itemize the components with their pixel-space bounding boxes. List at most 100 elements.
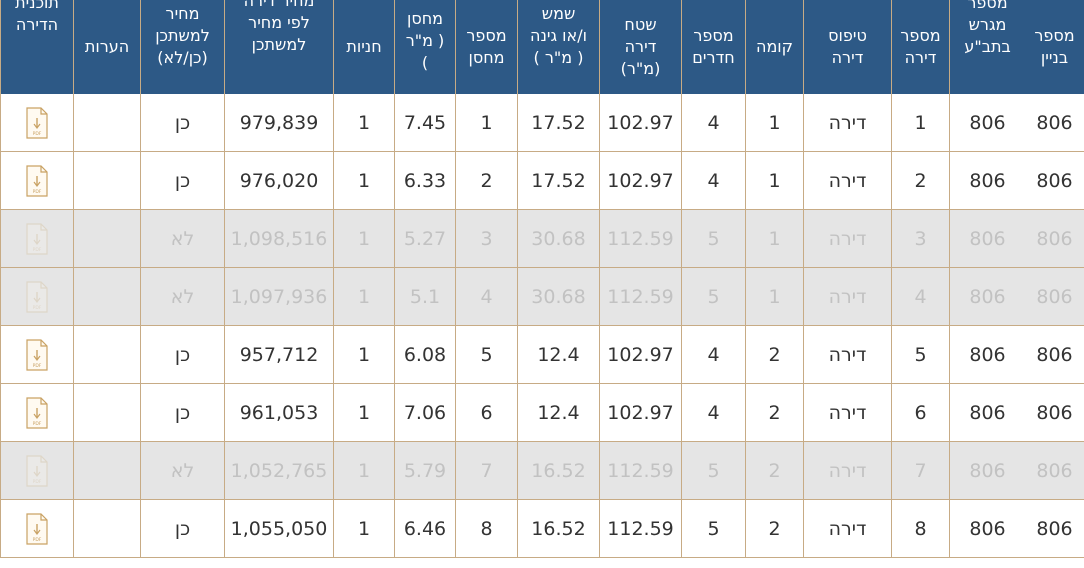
cell-price: 1,098,516	[224, 210, 333, 267]
column-header-label: חניות	[346, 37, 382, 56]
cell-program: כן	[140, 326, 224, 383]
cell-balcony: 16.52	[517, 500, 599, 557]
cell-area: 112.59	[599, 500, 681, 557]
cell-plot: 806	[949, 500, 1025, 557]
cell-apartment: 4	[891, 268, 949, 325]
cell-type: דירה	[803, 500, 891, 557]
column-header-label: הערות	[84, 37, 130, 56]
cell-rooms: 4	[681, 384, 745, 441]
cell-building: 806	[1036, 227, 1073, 250]
cell-storage_no: 1	[455, 94, 517, 151]
cell-rooms: 4	[681, 152, 745, 209]
table-row: 806 806 7 דירה 2 5 112.59 16.52 7 5.79 1 1,052,765 ל…	[0, 442, 1084, 500]
svg-text:PDF: PDF	[33, 421, 42, 427]
cell-notes	[73, 442, 140, 499]
cell-floor: 1	[745, 152, 803, 209]
cell-apartment: 8	[891, 500, 949, 557]
cell-storage_area: 5.1	[394, 268, 455, 325]
column-header-label: מספר מחסן	[466, 26, 507, 67]
cell-rooms: 5	[681, 210, 745, 267]
cell-storage_no: 3	[455, 210, 517, 267]
column-header-label: מחסן ( מ"ר )	[405, 9, 445, 72]
cell-plot: 806	[949, 94, 1025, 151]
column-header-area: שטח דירה (מ"ר)	[599, 0, 681, 94]
cell-parking: 1	[333, 94, 394, 151]
column-header-parking: חניות	[333, 0, 394, 94]
cell-floor: 2	[745, 326, 803, 383]
cell-parking: 1	[333, 326, 394, 383]
cell-apartment: 7	[891, 442, 949, 499]
cell-storage_no: 4	[455, 268, 517, 325]
cell-building: 806	[1036, 285, 1073, 308]
cell-rooms: 5	[681, 500, 745, 557]
cell-price: 1,055,050	[224, 500, 333, 557]
cell-storage_area: 6.46	[394, 500, 455, 557]
pdf-download-icon[interactable]: PDF	[26, 106, 48, 139]
table-row: 806 806 1 דירה 1 4 102.97 17.52 1 7.45 1 979,839 כן P…	[0, 94, 1084, 152]
cell-floor: 1	[745, 210, 803, 267]
column-header-floor: קומה	[745, 0, 803, 94]
svg-text:PDF: PDF	[33, 189, 42, 195]
svg-text:PDF: PDF	[33, 537, 42, 543]
column-header-apartment: מספר דירה	[891, 0, 949, 94]
cell-area: 102.97	[599, 384, 681, 441]
cell-price: 1,052,765	[224, 442, 333, 499]
cell-notes	[73, 326, 140, 383]
cell-balcony: 12.4	[517, 384, 599, 441]
column-header-price: מחיר דירה לפי מחיר למשתכן	[224, 0, 333, 94]
cell-building: 806	[1036, 401, 1073, 424]
svg-text:PDF: PDF	[33, 247, 42, 253]
cell-parking: 1	[333, 384, 394, 441]
column-header-label: טיפוס דירה	[828, 26, 867, 67]
cell-program: כן	[140, 152, 224, 209]
svg-text:PDF: PDF	[33, 305, 42, 311]
cell-notes	[73, 210, 140, 267]
cell-type: דירה	[803, 152, 891, 209]
cell-plot: 806	[949, 268, 1025, 325]
column-header-label: במסגרת מחיר למשתכן (כן/לא)	[154, 0, 211, 67]
cell-storage_no: 2	[455, 152, 517, 209]
cell-balcony: 30.68	[517, 210, 599, 267]
cell-price: 979,839	[224, 94, 333, 151]
column-header-label: מספר חדרים	[692, 26, 735, 67]
table-row: 806 806 5 דירה 2 4 102.97 12.4 5 6.08 1 957,712 כן PD…	[0, 326, 1084, 384]
apartment-plan-cell: PDF	[0, 326, 73, 383]
column-header-storage_no: מספר מחסן	[455, 0, 517, 94]
apartment-plan-cell: PDF	[0, 500, 73, 557]
column-header-label: תוכנית הדירה	[15, 0, 59, 34]
cell-storage_area: 7.06	[394, 384, 455, 441]
pdf-download-icon[interactable]: PDF	[26, 396, 48, 429]
apartment-plan-cell: PDF	[0, 94, 73, 151]
cell-parking: 1	[333, 268, 394, 325]
pdf-download-icon: PDF	[26, 280, 48, 313]
cell-plot: 806	[949, 210, 1025, 267]
pdf-download-icon[interactable]: PDF	[26, 512, 48, 545]
cell-building: 806	[1036, 343, 1073, 366]
cell-area: 112.59	[599, 210, 681, 267]
column-header-plan: תוכנית הדירה	[0, 0, 73, 94]
cell-balcony: 17.52	[517, 94, 599, 151]
cell-rooms: 5	[681, 268, 745, 325]
cell-storage_area: 5.27	[394, 210, 455, 267]
cell-storage_area: 5.79	[394, 442, 455, 499]
cell-type: דירה	[803, 326, 891, 383]
cell-parking: 1	[333, 152, 394, 209]
cell-program: לא	[140, 210, 224, 267]
column-header-storage_area: מחסן ( מ"ר )	[394, 0, 455, 94]
cell-type: דירה	[803, 94, 891, 151]
column-header-label: קומה	[755, 37, 794, 56]
column-header-building: מספר בניין	[1025, 0, 1084, 94]
pdf-download-icon[interactable]: PDF	[26, 164, 48, 197]
cell-area: 102.97	[599, 94, 681, 151]
cell-building: 806	[1036, 459, 1073, 482]
cell-apartment: 6	[891, 384, 949, 441]
cell-type: דירה	[803, 210, 891, 267]
cell-area: 112.59	[599, 268, 681, 325]
pdf-download-icon[interactable]: PDF	[26, 338, 48, 371]
cell-storage_no: 7	[455, 442, 517, 499]
cell-balcony: 12.4	[517, 326, 599, 383]
cell-plot: 806	[949, 326, 1025, 383]
cell-notes	[73, 94, 140, 151]
column-header-label: שטח דירה (מ"ר)	[620, 15, 661, 78]
